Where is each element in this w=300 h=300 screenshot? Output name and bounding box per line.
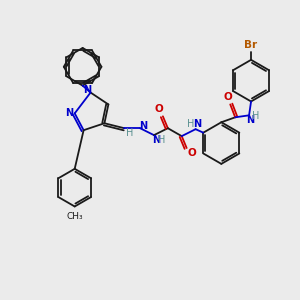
Text: N: N — [246, 115, 254, 125]
Text: N: N — [83, 85, 92, 94]
Text: Br: Br — [244, 40, 258, 50]
Text: O: O — [187, 148, 196, 158]
Text: H: H — [125, 128, 133, 138]
Text: O: O — [154, 104, 163, 114]
Text: H: H — [187, 119, 194, 129]
Text: CH₃: CH₃ — [66, 212, 83, 221]
Text: N: N — [139, 121, 147, 131]
Text: H: H — [252, 111, 260, 121]
Text: N: N — [65, 108, 73, 118]
Text: N: N — [152, 135, 160, 145]
Text: O: O — [224, 92, 233, 103]
Text: N: N — [194, 119, 202, 129]
Text: H: H — [158, 135, 166, 145]
